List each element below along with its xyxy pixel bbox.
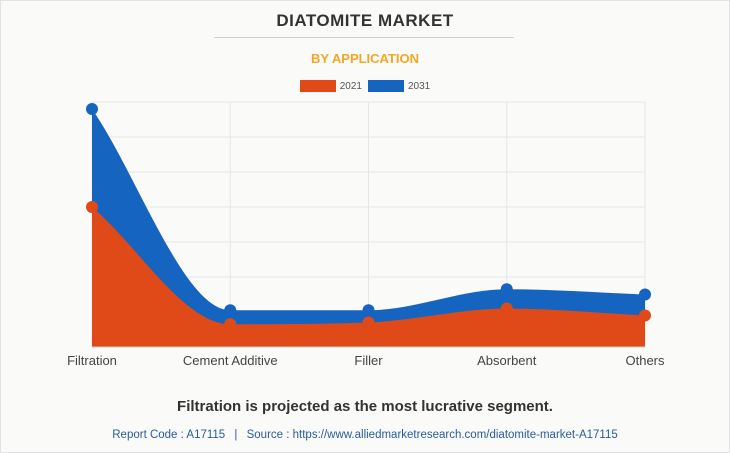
chart-legend: 2021 2031 [0, 80, 730, 92]
data-point-2021-others [639, 309, 651, 322]
data-point-2021-filler [362, 316, 375, 329]
data-point-2031-absorbent [500, 283, 513, 296]
legend-label-2021: 2021 [339, 80, 362, 92]
data-point-2021-filtration [86, 201, 98, 213]
chart-subtitle: BY APPLICATION [310, 51, 420, 66]
legend-label-2031: 2031 [408, 80, 431, 92]
data-point-2031-others [639, 288, 651, 301]
chart-title: DIATOMITE MARKET [276, 11, 454, 30]
source-separator: | [234, 429, 238, 441]
source-line: Report Code : A17115 | Source : https://… [0, 429, 730, 441]
data-point-2031-filtration [86, 103, 98, 115]
x-tick-label: Filtration [67, 353, 117, 368]
data-point-2031-filler [362, 304, 375, 317]
legend-item-2021[interactable]: 2021 [299, 80, 362, 92]
legend-swatch-2031 [368, 80, 404, 92]
x-tick-label: Cement Additive [183, 353, 278, 368]
data-point-2031-cement-additive [224, 304, 237, 317]
x-tick-label: Others [625, 353, 665, 368]
title-divider [214, 37, 514, 38]
report-code: Report Code : A17115 [112, 429, 226, 441]
x-tick-label: Filler [354, 353, 383, 368]
legend-swatch-2021 [299, 80, 336, 92]
x-tick-label: Absorbent [477, 353, 537, 368]
legend-item-2031[interactable]: 2031 [368, 80, 430, 92]
data-point-2021-cement-additive [224, 318, 237, 331]
source-link[interactable]: Source : https://www.alliedmarketresearc… [246, 429, 618, 441]
data-point-2021-absorbent [500, 302, 513, 315]
chart-headline: Filtration is projected as the most lucr… [177, 398, 553, 415]
